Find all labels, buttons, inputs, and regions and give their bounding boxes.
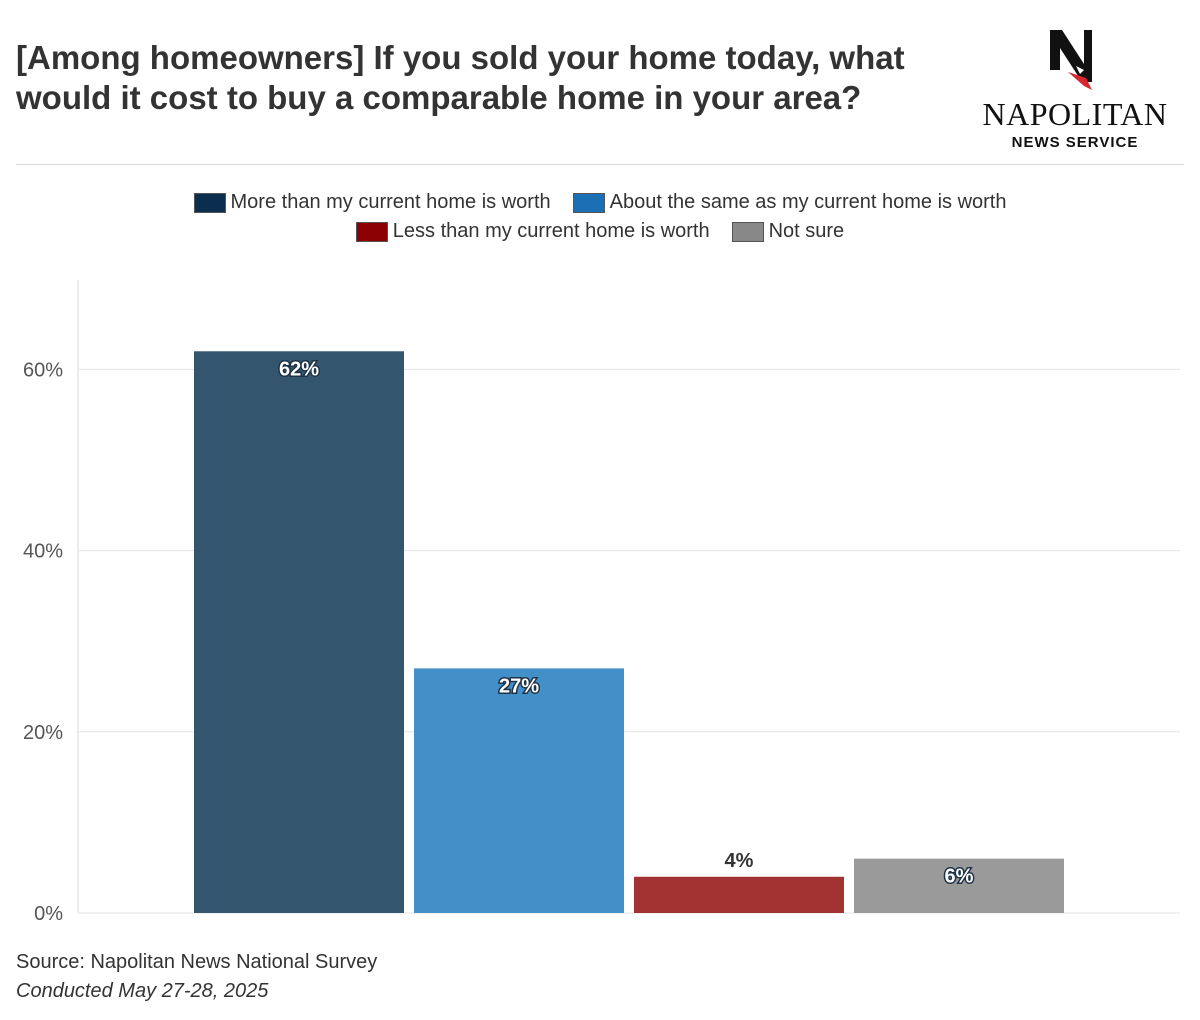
data-label-0: 62% [279,358,319,380]
legend-label-less: Less than my current home is worth [392,220,710,242]
source-note: Source: Napolitan News National Survey [16,951,378,973]
logo-subtitle: NEWS SERVICE [1011,134,1139,151]
legend-swatch-less [355,221,388,242]
chart-legend: More than my current home is worth About… [0,188,1200,246]
bar-2 [634,876,844,913]
legend-swatch-same [572,192,605,213]
y-tick-label: 40% [23,541,63,563]
legend-item-not-sure: Not sure [731,220,845,243]
header-divider [16,164,1184,165]
legend-item-less: Less than my current home is worth [355,220,710,243]
legend-row-2: Less than my current home is worth Not s… [0,217,1200,246]
bar-3 [854,858,1064,913]
legend-item-more: More than my current home is worth [193,191,551,214]
bar-chart: 0% 20% 40% 60% 62% 27% 4% 6% [23,280,1180,925]
legend-item-same: About the same as my current home is wor… [572,191,1007,214]
bar-0 [194,351,404,913]
logo-wordmark: NAPOLITAN [982,96,1168,132]
y-tick-label: 20% [23,722,63,744]
data-label-2: 4% [725,850,754,872]
survey-date-note: Conducted May 27-28, 2025 [16,980,269,1002]
legend-label-more: More than my current home is worth [230,191,551,213]
legend-swatch-more [193,192,226,213]
data-label-1: 27% [499,675,539,697]
legend-row-1: More than my current home is worth About… [0,188,1200,217]
legend-swatch-not-sure [731,221,764,242]
napolitan-eagle-n-logo-icon [1050,30,1092,90]
data-label-3: 6% [945,866,974,888]
brand-logo: NAPOLITAN NEWS SERVICE [972,26,1178,156]
legend-label-not-sure: Not sure [768,220,845,242]
y-tick-label: 60% [23,359,63,381]
y-tick-label: 0% [34,903,63,925]
bar-1 [414,668,624,913]
page-title: [Among homeowners] If you sold your home… [16,39,905,116]
legend-label-same: About the same as my current home is wor… [609,191,1007,213]
